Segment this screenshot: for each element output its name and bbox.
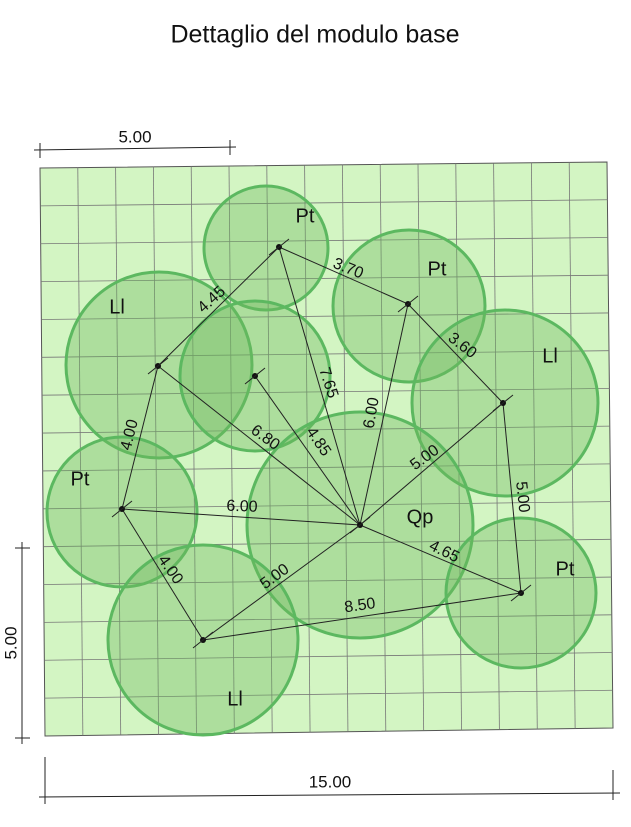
node-tick	[147, 357, 169, 375]
edge-label: 6.00	[361, 396, 383, 430]
grid-line	[531, 162, 538, 730]
edges	[111, 238, 532, 649]
grid-line	[41, 350, 610, 358]
grid-line	[41, 388, 610, 396]
title: Dettaglio del modulo base	[170, 21, 459, 49]
node-label: Ll	[109, 296, 125, 318]
edge	[121, 508, 361, 526]
dim-label: 15.00	[309, 772, 352, 791]
grid-line	[417, 163, 425, 731]
grid-line	[77, 167, 84, 736]
edge	[121, 508, 204, 641]
edge-label: 8.50	[343, 595, 376, 616]
grid-line	[44, 689, 613, 699]
node-tick	[349, 516, 371, 534]
node-label: Qp	[407, 506, 434, 528]
edge	[202, 524, 361, 641]
grid-line	[153, 166, 159, 735]
dim-line	[38, 792, 621, 798]
grid-line	[115, 167, 122, 735]
node-label: Pt	[296, 205, 315, 227]
edge	[157, 365, 361, 526]
edge	[407, 303, 504, 404]
edge-label: 6.00	[226, 498, 258, 516]
node-tick	[244, 367, 266, 385]
dim-label: 5.00	[118, 127, 151, 146]
grid-line	[42, 463, 611, 472]
tree-canopy	[202, 184, 330, 312]
grid-line	[41, 312, 609, 320]
node-tick	[268, 238, 290, 256]
edge	[202, 592, 522, 641]
grid	[39, 161, 614, 737]
edge	[278, 246, 361, 526]
node-label: Ll	[227, 688, 243, 710]
grid-line	[44, 652, 613, 661]
grid-line	[568, 162, 576, 729]
node-tick	[397, 295, 419, 313]
grid-line	[42, 425, 610, 434]
edge	[359, 402, 504, 526]
edge	[157, 246, 280, 367]
grid-line	[40, 199, 608, 207]
grid-line	[40, 274, 609, 282]
node-tick	[492, 394, 514, 412]
grid-line	[43, 614, 612, 623]
node-label: Pt	[556, 558, 575, 580]
edge	[121, 365, 159, 510]
grid-line	[493, 163, 500, 730]
grid-line	[43, 576, 612, 585]
grid-line	[40, 237, 608, 245]
node-label: Pt	[71, 468, 90, 490]
edge	[254, 375, 361, 526]
edge	[359, 524, 522, 594]
edge	[502, 402, 522, 594]
dim-line	[33, 146, 237, 151]
edge	[278, 246, 409, 305]
grid-line	[304, 165, 311, 733]
node-tick	[111, 500, 133, 518]
node-tick	[510, 584, 532, 602]
grid-line	[228, 165, 235, 734]
node-label: Pt	[428, 258, 447, 280]
edge	[359, 303, 409, 526]
edge-label: 5.00	[512, 481, 532, 514]
node-label: Ll	[542, 345, 558, 367]
dim-label: 5.00	[1, 626, 20, 659]
node-tick	[192, 631, 214, 649]
dimensions	[15, 140, 621, 804]
grid-line	[42, 501, 611, 510]
